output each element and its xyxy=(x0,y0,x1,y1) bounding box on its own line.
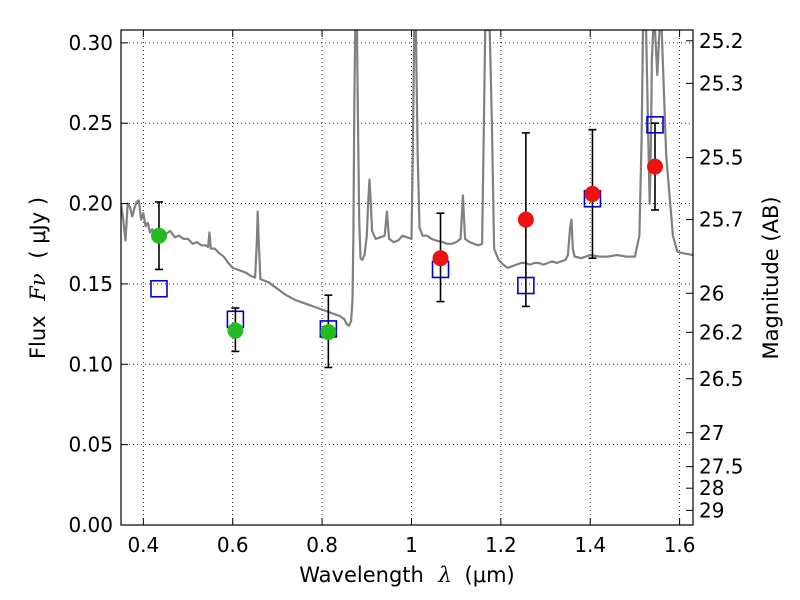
y-tick-label: 0.20 xyxy=(68,192,113,216)
mag-tick-label: 26.5 xyxy=(699,367,744,391)
mag-tick-label: 26.2 xyxy=(699,320,744,344)
observed-green-point xyxy=(227,322,244,339)
y-tick-label: 0.05 xyxy=(68,433,113,457)
mag-tick-label: 28 xyxy=(699,476,724,500)
x-tick-label: 1 xyxy=(405,533,418,557)
x-tick-label: 1.2 xyxy=(485,533,517,557)
x-tick-label: 0.4 xyxy=(127,533,159,557)
mag-tick-label: 25.7 xyxy=(699,207,744,231)
observed-red-point xyxy=(584,185,601,202)
x-tick-label: 0.6 xyxy=(217,533,249,557)
observed-red-point xyxy=(647,158,664,175)
y-tick-label: 0.00 xyxy=(68,513,113,537)
x-axis-label-prefix: Wavelength xyxy=(299,563,424,587)
model-spectrum-line xyxy=(121,30,693,327)
x-tick-label: 1.4 xyxy=(574,533,606,557)
data-points xyxy=(150,116,664,341)
y-axis-label-symbol: Fν xyxy=(26,273,50,302)
observed-green-point xyxy=(150,227,167,244)
observed-red-point xyxy=(432,250,449,267)
y-tick-label: 0.10 xyxy=(68,352,113,376)
y-tick-label: 0.25 xyxy=(68,111,113,135)
plot-frame xyxy=(120,29,694,526)
mag-tick-label: 25.3 xyxy=(699,71,744,95)
mag-tick-label: 25.5 xyxy=(699,146,744,170)
y-axis-label-prefix: Flux xyxy=(26,315,50,359)
mag-tick-label: 27 xyxy=(699,421,724,445)
model-box-point xyxy=(517,276,535,295)
y-tick-label: 0.15 xyxy=(68,272,113,296)
x-axis-label-symbol: λ xyxy=(438,563,452,587)
axis-ticks: 0.4 0.6 0.8 1 1.2 1.4 1.6 0.00 0.05 0.10 0.15 0.20 0… xyxy=(68,29,743,557)
mag-tick-label: 25.2 xyxy=(699,29,744,53)
observed-red-point xyxy=(517,211,534,228)
x-tick-label: 1.6 xyxy=(664,533,696,557)
y-axis-label-unit: ( μJy ) xyxy=(26,197,50,259)
x-axis-label-unit: (μm) xyxy=(465,563,515,587)
y-tick-label: 0.30 xyxy=(68,31,113,55)
y-axis-label: Flux Fν ( μJy ) xyxy=(26,197,50,359)
x-axis-label: Wavelength λ (μm) xyxy=(299,563,514,587)
model-box-point xyxy=(150,279,168,298)
mag-tick-label: 27.5 xyxy=(699,455,744,479)
model-box-point xyxy=(646,116,664,134)
y2-axis-label: Magnitude (AB) xyxy=(759,196,783,359)
mag-tick-label: 26 xyxy=(699,281,724,305)
x-tick-label: 0.8 xyxy=(306,533,338,557)
observed-green-point xyxy=(320,324,337,341)
grid-lines xyxy=(121,30,693,526)
mag-tick-label: 29 xyxy=(699,498,724,522)
model-spectrum xyxy=(121,30,693,327)
